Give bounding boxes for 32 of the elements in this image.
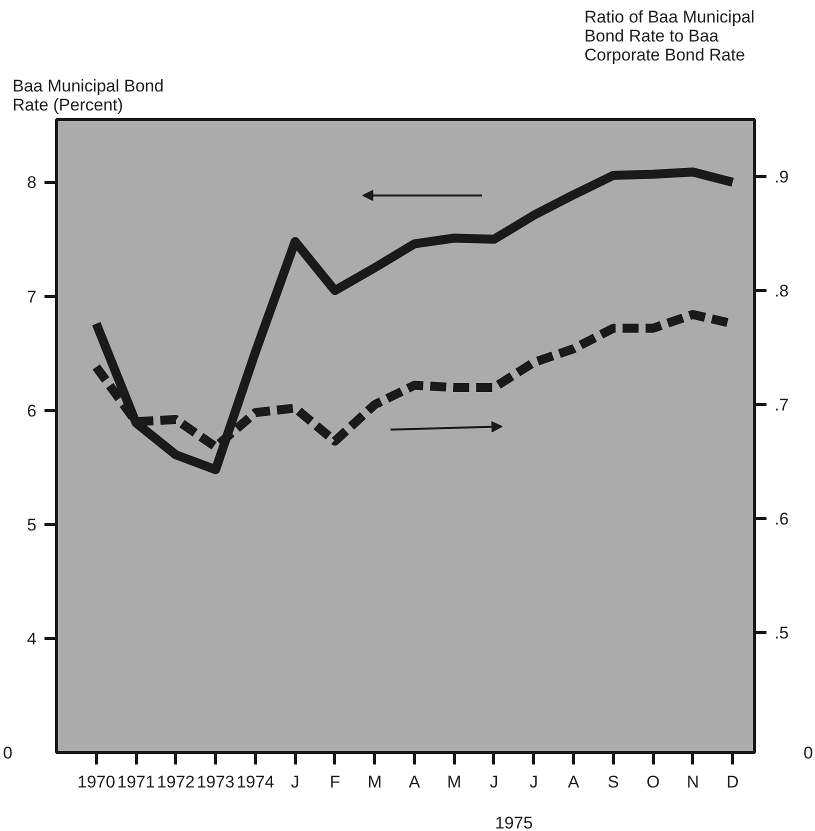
y-tick-label: 8 bbox=[27, 173, 37, 192]
y-tick-label: 6 bbox=[27, 401, 37, 420]
y-tick-label: 4 bbox=[27, 629, 37, 648]
x-tick-label: A bbox=[568, 772, 580, 792]
y2-axis-title: Ratio of Baa Municipal Bond Rate to Baa Corporate Bond Rate bbox=[584, 8, 754, 64]
y2-tick-label: .9 bbox=[774, 168, 789, 187]
x-tick-label: 1973 bbox=[196, 772, 235, 792]
y2-tick-label: .5 bbox=[774, 624, 789, 643]
x-tick-label: 1974 bbox=[236, 772, 274, 792]
y2-tick-label: .8 bbox=[774, 282, 789, 301]
x-tick-label: J bbox=[530, 772, 538, 792]
text: 1975 bbox=[494, 814, 533, 831]
x-tick-label: D bbox=[726, 772, 739, 792]
x-tick-label: J bbox=[490, 772, 498, 792]
x-tick-label: M bbox=[368, 772, 382, 792]
y-tick-label: 5 bbox=[27, 515, 37, 534]
x-tick-label: F bbox=[330, 772, 340, 792]
text: 0 bbox=[804, 744, 813, 762]
text: 0 bbox=[3, 744, 13, 762]
x-tick-label: 1970 bbox=[77, 772, 116, 792]
y-tick-label: 7 bbox=[27, 287, 37, 306]
y2-tick-label: .6 bbox=[774, 510, 789, 529]
x-tick-label: O bbox=[646, 772, 660, 792]
x-tick-label: 1971 bbox=[117, 772, 155, 792]
x-tick-label: J bbox=[290, 772, 300, 792]
y2-tick-label: .7 bbox=[774, 396, 789, 415]
y-axis-title: Baa Municipal Bond Rate (Percent) bbox=[12, 76, 164, 114]
x-tick-label: M bbox=[447, 772, 462, 792]
x-tick-label: S bbox=[608, 772, 619, 792]
x-tick-label: A bbox=[408, 772, 421, 792]
x-tick-label: N bbox=[686, 772, 699, 792]
x-tick-label: 1972 bbox=[156, 772, 195, 792]
